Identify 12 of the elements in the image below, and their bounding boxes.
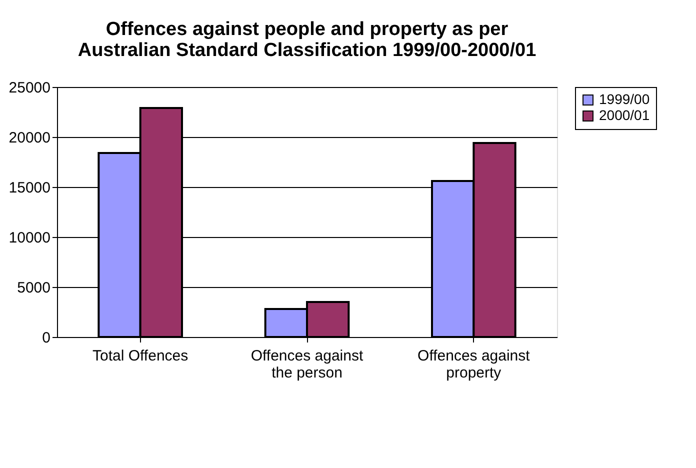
x-tick-label: Offences against the person	[250, 348, 364, 382]
y-tick-label: 20000	[8, 130, 50, 146]
y-tick-label: 0	[42, 330, 50, 346]
chart-title: Offences against people and property as per Australian Standard Classification 1999/00-2000/01	[78, 19, 537, 61]
x-tick-label: Total Offences	[92, 348, 188, 364]
y-tick-label: 10000	[8, 230, 50, 246]
legend-label: 1999/00	[599, 91, 650, 107]
y-tick-label: 15000	[8, 180, 50, 196]
legend-label: 2000/01	[599, 107, 650, 123]
y-tick-label: 5000	[17, 280, 50, 296]
x-tick-label: Offences against property	[418, 348, 531, 382]
y-tick-label: 25000	[8, 80, 50, 96]
